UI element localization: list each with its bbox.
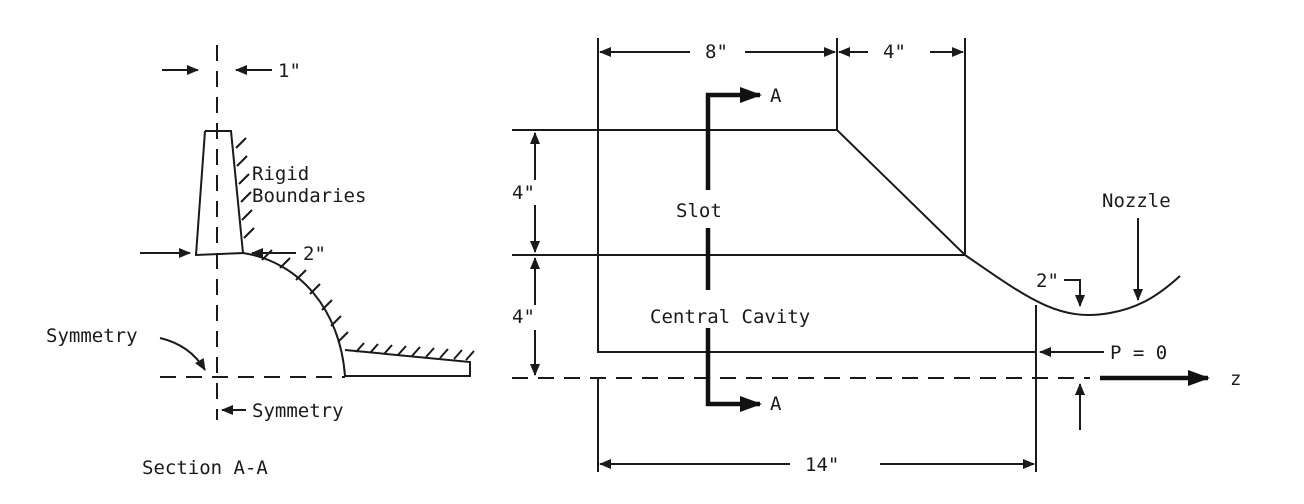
- cavity-outline: [242, 252, 471, 377]
- dim-14-label: 14": [805, 454, 839, 476]
- longitudinal-view: 8" 4" 4" 4" A A Slot Central Cavity Nozz…: [512, 38, 1241, 476]
- rigid-boundaries-label-1: Rigid: [252, 163, 309, 185]
- rigid-boundaries-label-2: Boundaries: [252, 185, 366, 207]
- base-depth-label: 2": [303, 243, 326, 265]
- rigid-boundary-hatching: [235, 137, 475, 361]
- pressure-label: P = 0: [1110, 342, 1167, 364]
- nozzle-dim-leader: [1064, 279, 1085, 307]
- slot-label: Slot: [676, 200, 722, 222]
- section-marker-bottom: A: [770, 393, 782, 415]
- section-cut-upper: [705, 87, 762, 190]
- z-axis-label: z: [1230, 368, 1241, 390]
- section-marker-top: A: [770, 85, 782, 107]
- dim-4-upper-label: 4": [512, 182, 535, 204]
- dim-4-lower-label: 4": [512, 306, 535, 328]
- symmetry-label-bottom: Symmetry: [252, 400, 344, 422]
- dim-8-label: 8": [705, 41, 728, 63]
- section-caption: Section A-A: [142, 457, 268, 479]
- central-cavity-label: Central Cavity: [650, 306, 810, 328]
- slot-cavity-outline: [597, 129, 1036, 353]
- dim-4-top-label: 4": [883, 41, 906, 63]
- section-cut-lower: [705, 328, 762, 412]
- slot-width-dimension: 1": [162, 60, 301, 82]
- slot-width-label: 1": [278, 60, 301, 82]
- symmetry-label-left: Symmetry: [46, 325, 138, 347]
- nozzle-label: Nozzle: [1102, 190, 1171, 212]
- nozzle-curve: [964, 254, 1181, 316]
- section-a-a-view: 1" 2": [46, 45, 475, 479]
- symmetry-leader-left: [159, 337, 206, 371]
- slot-outline: [194, 130, 245, 257]
- nozzle-dim-label: 2": [1036, 270, 1059, 292]
